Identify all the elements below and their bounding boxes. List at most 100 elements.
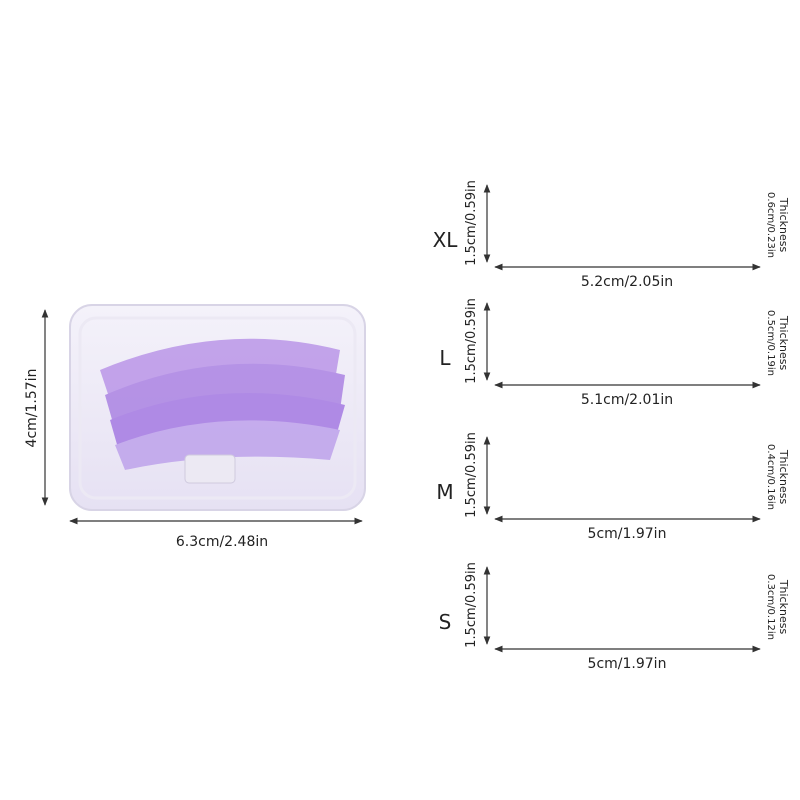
width-label: 5cm/1.97in [588, 656, 667, 672]
ridge [620, 443, 629, 505]
ridge [646, 573, 655, 635]
ridge [516, 573, 525, 635]
ridge [672, 309, 681, 371]
ridge [594, 191, 603, 253]
ridge [529, 443, 538, 505]
ridge [542, 443, 551, 505]
ridge [685, 573, 694, 635]
thickness-value: 0.6cm/0.23in [765, 192, 776, 258]
ridge [594, 309, 603, 371]
ridge [568, 309, 577, 371]
ridge [568, 191, 577, 253]
box [69, 304, 366, 511]
ridge [711, 309, 720, 371]
height-label: 1.5cm/0.59in [464, 562, 479, 648]
ridge [529, 191, 538, 253]
ridge [594, 443, 603, 505]
ridge [698, 573, 707, 635]
height-label: 1.5cm/0.59in [464, 180, 479, 266]
ridge [516, 309, 525, 371]
ridge [581, 309, 590, 371]
ridge [607, 573, 616, 635]
ridge [737, 309, 746, 371]
ridge [542, 191, 551, 253]
ridge [672, 443, 681, 505]
ridge [711, 573, 720, 635]
height-label: 1.5cm/0.59in [464, 432, 479, 518]
thickness-title: Thickness [777, 579, 790, 635]
ridge [607, 191, 616, 253]
thickness-value: 0.4cm/0.16in [765, 444, 776, 510]
ridge [737, 573, 746, 635]
ridge [646, 191, 655, 253]
thickness-title: Thickness [777, 315, 790, 371]
ridge [724, 191, 733, 253]
size-row: 1.5cm/0.59in 5.1cm/2.01in L Thickness0.5cm/… [439, 298, 790, 408]
ridge [737, 443, 746, 505]
ridge [685, 309, 694, 371]
ridge [529, 573, 538, 635]
ridge [633, 191, 642, 253]
box-width: 6.3cm/2.48in [176, 534, 268, 550]
ridge [698, 309, 707, 371]
size-row: 1.5cm/0.59in 5.2cm/2.05in XL Thickness0.6cm… [433, 180, 790, 290]
ridge [581, 443, 590, 505]
ridge [737, 191, 746, 253]
ridge [646, 443, 655, 505]
ridge [620, 191, 629, 253]
ridge [724, 443, 733, 505]
ridge [659, 191, 668, 253]
ridge [542, 309, 551, 371]
ridge [698, 443, 707, 505]
size-row: 1.5cm/0.59in 5cm/1.97in M Thickness0.4cm/0.… [436, 432, 790, 542]
ridge [633, 309, 642, 371]
thickness-value: 0.3cm/0.12in [765, 574, 776, 640]
thickness-value: 0.5cm/0.19in [765, 310, 776, 376]
ridge [672, 573, 681, 635]
size-letter: XL [433, 228, 459, 252]
ridge [724, 309, 733, 371]
ridge [659, 443, 668, 505]
ridge [698, 191, 707, 253]
ridge [555, 309, 564, 371]
ridge [724, 573, 733, 635]
ridge [542, 573, 551, 635]
ridge [685, 191, 694, 253]
ridge [516, 191, 525, 253]
ridge [555, 573, 564, 635]
ridge [633, 573, 642, 635]
ridge [568, 573, 577, 635]
size-letter: S [439, 610, 452, 634]
ridge [594, 573, 603, 635]
ridge [581, 191, 590, 253]
size-letter: M [436, 480, 453, 504]
height-label: 1.5cm/0.59in [464, 298, 479, 384]
box-height: 4cm/1.57in [24, 369, 40, 448]
ridge [646, 309, 655, 371]
ridge [620, 573, 629, 635]
thickness-title: Thickness [777, 449, 790, 505]
ridge [607, 443, 616, 505]
size-row: 1.5cm/0.59in 5cm/1.97in S Thickness0.3cm/0.… [439, 562, 790, 672]
ridge [555, 443, 564, 505]
ridge [607, 309, 616, 371]
ridge [711, 443, 720, 505]
ridge [516, 443, 525, 505]
ridge [581, 573, 590, 635]
width-label: 5cm/1.97in [588, 526, 667, 542]
ridge [659, 309, 668, 371]
thickness-title: Thickness [777, 197, 790, 253]
width-label: 5.1cm/2.01in [581, 392, 673, 408]
ridge [633, 443, 642, 505]
ridge [711, 191, 720, 253]
ridge [659, 573, 668, 635]
ridge [672, 191, 681, 253]
ridge [568, 443, 577, 505]
size-letter: L [439, 346, 451, 370]
ridge [620, 309, 629, 371]
ridge [555, 191, 564, 253]
ridge [685, 443, 694, 505]
ridge [529, 309, 538, 371]
width-label: 5.2cm/2.05in [581, 274, 673, 290]
